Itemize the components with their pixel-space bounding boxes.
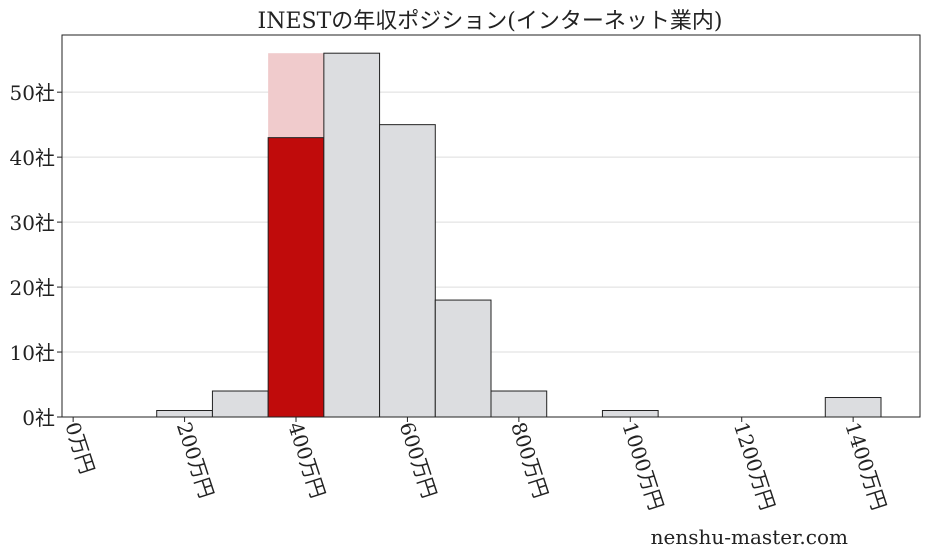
bar (156, 410, 213, 418)
x-tick-label: 1000万円 (618, 419, 669, 513)
x-tick-label: 200万円 (172, 419, 219, 501)
bar-highlight (267, 137, 325, 418)
x-tick-label: 800万円 (506, 419, 553, 501)
y-tick-label: 40社 (10, 146, 55, 170)
x-tick-label: 0万円 (60, 419, 99, 477)
plot-frame (61, 34, 921, 418)
bar (824, 397, 882, 418)
x-tick-label: 1200万円 (729, 419, 780, 513)
watermark: nenshu-master.com (651, 525, 848, 549)
x-tick-label: 1400万円 (840, 419, 891, 513)
y-tick-label: 10社 (10, 341, 55, 365)
bar (211, 390, 269, 418)
bar (323, 52, 381, 418)
x-tick-label: 600万円 (395, 419, 442, 501)
bar (379, 124, 436, 418)
y-tick-label: 20社 (10, 276, 55, 300)
chart-title: INESTの年収ポジション(インターネット業内) (258, 9, 723, 34)
bar (601, 410, 659, 418)
y-tick-label: 0社 (22, 406, 55, 430)
bar (490, 390, 548, 418)
x-tick-label: 400万円 (283, 419, 330, 501)
bar (434, 299, 492, 418)
y-tick-label: 30社 (10, 211, 55, 235)
y-tick-label: 50社 (10, 81, 55, 105)
